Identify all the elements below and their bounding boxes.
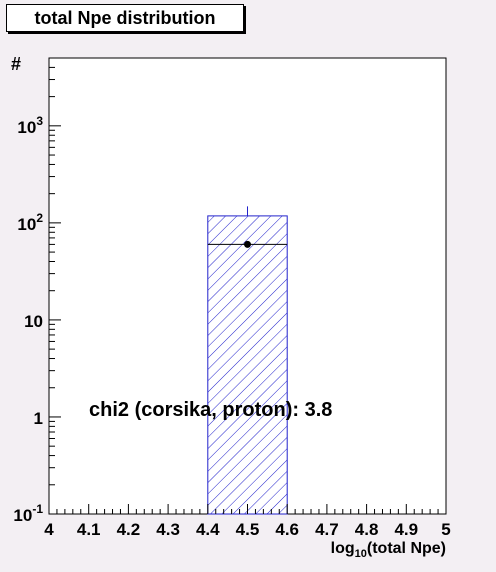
x-tick-label: 4.4 [196, 520, 220, 539]
x-tick-label: 4.8 [355, 520, 379, 539]
data-point [244, 240, 251, 248]
x-tick-label: 4.2 [117, 520, 141, 539]
x-tick-label: 5 [441, 520, 450, 539]
y-tick-label: 1 [34, 409, 43, 428]
chart-title: total Npe distribution [34, 7, 216, 28]
x-axis-label-sub: 10 [355, 548, 367, 560]
x-axis-label-rest: (total Npe) [367, 540, 446, 557]
x-tick-label: 4.9 [394, 520, 418, 539]
y-axis-label: # [11, 54, 21, 74]
x-tick-label: 4.3 [156, 520, 180, 539]
y-tick-label: 10 [24, 312, 43, 331]
x-tick-label: 4.5 [236, 520, 260, 539]
y-tick-label: 102 [17, 211, 43, 234]
chi2-annotation: chi2 (corsika, proton): 3.8 [89, 399, 332, 421]
x-axis-label: log10(total Npe) [331, 540, 446, 560]
y-tick-label: 103 [17, 114, 43, 137]
x-tick-label: 4.7 [315, 520, 339, 539]
chart-title-box: total Npe distribution [6, 4, 244, 32]
histogram-bar [207, 215, 288, 515]
x-tick-label: 4.6 [275, 520, 299, 539]
x-axis-label-main: log [331, 540, 355, 557]
x-tick-label: 4.1 [77, 520, 101, 539]
y-tick-label: 10-1 [13, 502, 43, 525]
x-tick-label: 4 [44, 520, 54, 539]
